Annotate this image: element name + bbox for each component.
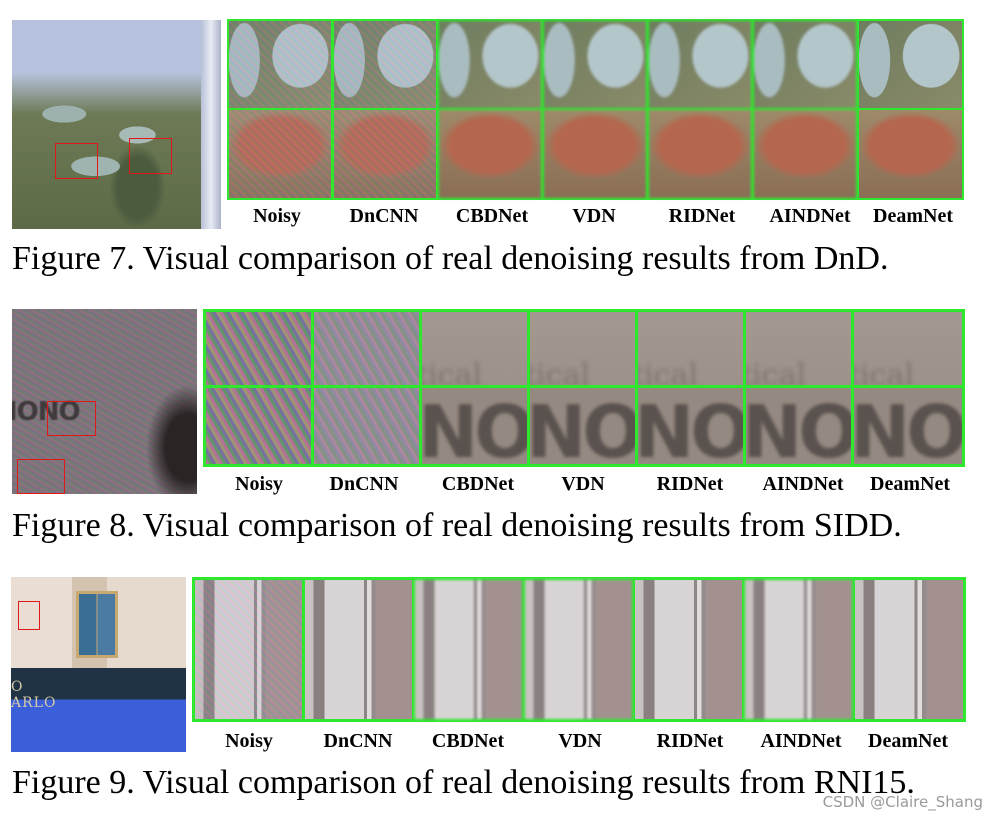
fig8-crop-dncnn-top [314,312,419,385]
fig8-crop-ridnet-bottom: NOND [638,388,743,464]
fig8-crop-noisy-bottom [206,388,311,464]
fig8-label-dncnn: DnCNN [329,473,399,495]
fig7-crop-deamnet-top [859,21,962,108]
fig9-window [75,591,118,658]
fig9-crop-noisy [195,580,302,719]
fig8-crop-vdn-bottom: NOND [530,388,635,464]
fig7-roi-box-1 [55,143,98,179]
fig8-crop-aindnet-bottom: NOND [746,388,851,464]
fig7-label-deamnet: DeamNet [873,205,953,227]
fig8-label-aindnet: AINDNet [762,473,844,495]
fig9-caption: Figure 9. Visual comparison of real deno… [12,764,915,801]
fig7-crop-noisy-top [229,21,331,108]
fig9-crop-cbdnet [415,580,522,719]
fig8-crop-aindnet-top: tical [746,312,851,385]
fig9-crop-vdn [525,580,632,719]
fig7-crop-strip [227,19,964,200]
fig8-label-noisy: Noisy [235,473,283,495]
fig7-wall-frame [201,20,221,229]
fig7-label-aindnet: AINDNet [769,205,851,227]
fig8-caption: Figure 8. Visual comparison of real deno… [12,507,902,544]
fig8-label-cbdnet: CBDNet [441,473,515,495]
fig7-crop-aindnet-bottom [754,110,856,198]
fig9-overview-text: O ARLO [11,678,57,711]
fig8-crop-cbdnet-bottom: NOND [422,388,527,464]
fig7-crop-aindnet-top [754,21,856,108]
fig7-label-dncnn: DnCNN [349,205,419,227]
fig8-overview-text: IONO [12,397,81,427]
fig7-crop-vdn-top [544,21,646,108]
fig9-crop-aindnet [745,580,852,719]
fig8-crop-ridnet-top: tical [638,312,743,385]
fig7-crop-deamnet-bottom [859,110,962,198]
fig7-crop-noisy-bottom [229,110,331,198]
fig7-roi-box-2 [129,138,172,174]
fig7-crop-cbdnet-top [439,21,541,108]
fig9-crop-ridnet [635,580,742,719]
fig8-label-deamnet: DeamNet [870,473,950,495]
fig8-crop-vdn-top: tical [530,312,635,385]
fig9-overview-image: O ARLO [11,577,186,752]
fig7-crop-ridnet-bottom [649,110,751,198]
fig8-crop-dncnn-bottom [314,388,419,464]
fig8-roi-box-1 [47,401,96,436]
fig7-label-vdn: VDN [572,205,616,227]
fig8-roi-box-2 [17,459,65,494]
fig7-crop-cbdnet-bottom [439,110,541,198]
fig9-label-noisy: Noisy [225,730,273,752]
fig9-crop-strip [192,577,966,722]
fig9-label-dncnn: DnCNN [323,730,393,752]
fig7-crop-vdn-bottom [544,110,646,198]
fig9-label-deamnet: DeamNet [868,730,948,752]
watermark: CSDN @Claire_Shang [822,793,983,811]
fig8-overview-image: IONO [12,309,197,494]
fig7-caption: Figure 7. Visual comparison of real deno… [12,240,889,277]
fig7-label-ridnet: RIDNet [668,205,736,227]
fig8-crop-deamnet-bottom: NOND [854,388,962,464]
fig9-label-vdn: VDN [558,730,602,752]
fig7-crop-ridnet-top [649,21,751,108]
fig9-crop-deamnet [855,580,963,719]
fig7-label-noisy: Noisy [253,205,301,227]
fig9-label-cbdnet: CBDNet [431,730,505,752]
fig7-crop-dncnn-bottom [334,110,436,198]
fig8-crop-deamnet-top: tical [854,312,962,385]
fig7-label-cbdnet: CBDNet [455,205,529,227]
fig9-label-aindnet: AINDNet [760,730,842,752]
fig9-label-ridnet: RIDNet [656,730,724,752]
fig8-crop-strip: tical tical tical tical tical NOND NOND … [203,309,965,467]
fig8-crop-cbdnet-top: tical [422,312,527,385]
fig8-label-vdn: VDN [561,473,605,495]
fig8-label-ridnet: RIDNet [656,473,724,495]
fig8-crop-noisy-top [206,312,311,385]
fig7-crop-dncnn-top [334,21,436,108]
fig9-roi-box [18,601,40,630]
fig9-crop-dncnn [305,580,412,719]
fig7-overview-image [12,20,221,229]
